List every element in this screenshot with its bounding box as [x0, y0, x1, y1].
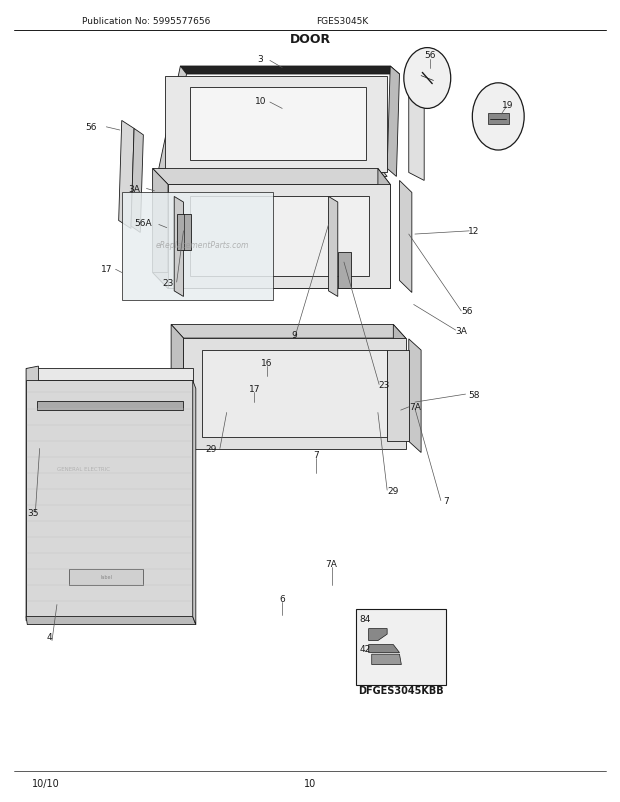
Polygon shape: [409, 77, 424, 181]
Text: eReplacementParts.com: eReplacementParts.com: [156, 241, 249, 249]
Text: 7A: 7A: [326, 560, 337, 569]
Text: 4: 4: [46, 632, 52, 642]
Polygon shape: [26, 369, 193, 381]
Text: 17: 17: [249, 384, 260, 394]
Text: 19: 19: [502, 101, 513, 110]
Text: GENERAL ELECTRIC: GENERAL ELECTRIC: [57, 467, 110, 472]
Text: FGES3045K: FGES3045K: [316, 17, 368, 26]
Text: 9: 9: [291, 331, 298, 340]
Bar: [488, 114, 509, 125]
Text: DFGES3045KBB: DFGES3045KBB: [358, 686, 444, 695]
Text: 3: 3: [258, 55, 264, 63]
Polygon shape: [159, 67, 187, 177]
Polygon shape: [190, 197, 369, 277]
Text: Publication No: 5995577656: Publication No: 5995577656: [82, 17, 210, 26]
Polygon shape: [26, 381, 193, 617]
Polygon shape: [37, 401, 184, 411]
Polygon shape: [153, 169, 168, 289]
Polygon shape: [122, 193, 273, 301]
Polygon shape: [153, 169, 390, 185]
Polygon shape: [190, 87, 366, 161]
Text: 10/10: 10/10: [32, 778, 60, 788]
Text: 6: 6: [280, 595, 285, 604]
Polygon shape: [369, 645, 399, 653]
Polygon shape: [393, 325, 405, 449]
Polygon shape: [378, 169, 390, 289]
Polygon shape: [387, 67, 399, 177]
Polygon shape: [159, 169, 387, 177]
Circle shape: [472, 83, 524, 151]
Text: 7A: 7A: [409, 403, 421, 412]
Text: 7: 7: [443, 496, 449, 505]
Polygon shape: [372, 654, 401, 665]
Text: 23: 23: [378, 380, 390, 390]
Polygon shape: [168, 185, 390, 289]
Bar: [338, 253, 352, 289]
Polygon shape: [171, 325, 405, 338]
Text: 3A: 3A: [128, 184, 140, 194]
Text: 3A: 3A: [455, 326, 467, 335]
Text: 56: 56: [425, 51, 436, 60]
Text: 35: 35: [27, 508, 39, 517]
Text: 58: 58: [468, 390, 479, 399]
Bar: [356, 609, 446, 685]
Polygon shape: [153, 273, 390, 289]
Text: 56A: 56A: [135, 219, 152, 228]
Polygon shape: [26, 367, 38, 621]
Polygon shape: [180, 67, 399, 75]
Polygon shape: [329, 197, 338, 297]
Polygon shape: [369, 629, 387, 641]
Text: 12: 12: [468, 227, 479, 236]
Polygon shape: [409, 339, 421, 453]
Polygon shape: [118, 121, 134, 229]
Text: 10: 10: [255, 97, 267, 106]
Polygon shape: [202, 350, 387, 437]
Text: 29: 29: [206, 444, 217, 453]
Text: 84: 84: [360, 614, 371, 623]
Text: 23: 23: [162, 278, 174, 287]
Circle shape: [404, 49, 451, 109]
Bar: [69, 569, 143, 585]
Text: 7: 7: [313, 451, 319, 460]
Polygon shape: [193, 381, 196, 625]
Polygon shape: [184, 338, 405, 449]
Polygon shape: [174, 197, 184, 297]
Polygon shape: [131, 129, 143, 233]
Text: 29: 29: [388, 486, 399, 495]
Text: 56: 56: [462, 307, 473, 316]
Polygon shape: [171, 325, 184, 449]
Text: 42: 42: [360, 644, 371, 654]
Polygon shape: [171, 435, 405, 449]
Text: DOOR: DOOR: [290, 33, 330, 47]
Text: 10: 10: [304, 778, 316, 788]
Polygon shape: [387, 350, 409, 442]
Text: 17: 17: [100, 265, 112, 273]
Polygon shape: [165, 77, 387, 173]
Text: label: label: [100, 574, 112, 579]
Polygon shape: [26, 617, 196, 625]
Bar: [177, 215, 191, 251]
Polygon shape: [399, 181, 412, 293]
Text: 56: 56: [85, 124, 97, 132]
Text: 16: 16: [261, 359, 273, 368]
